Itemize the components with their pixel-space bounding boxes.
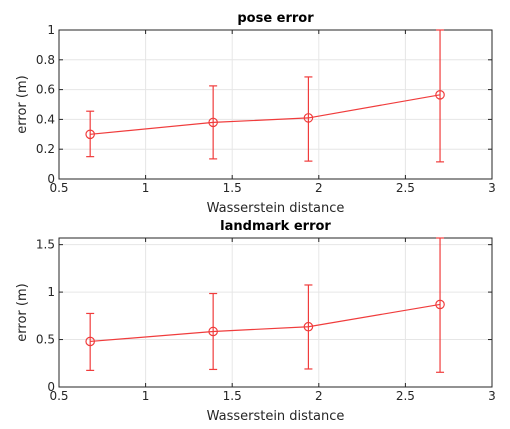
landmark-error-point xyxy=(303,321,314,332)
landmark-error-point xyxy=(85,336,95,347)
pose-error-series xyxy=(85,29,445,163)
landmark-error-ytick-label: 0 xyxy=(47,380,55,394)
pose-error-xtick-label: 1.5 xyxy=(223,181,242,195)
pose-error-xtick-label: 0.5 xyxy=(49,181,68,195)
pose-error-ytick-label: 0.4 xyxy=(36,112,55,126)
pose-error-series-line xyxy=(90,94,441,135)
landmark-error-xtick-label: 1 xyxy=(142,389,150,403)
pose-error-xtick-label: 1 xyxy=(142,181,150,195)
pose-error-point xyxy=(208,117,218,128)
landmark-error-xtick-label: 1.5 xyxy=(223,389,242,403)
landmark-error-ytick-label: 0.5 xyxy=(36,333,55,347)
pose-error-ytick-label: 0 xyxy=(47,172,55,186)
pose-error-point xyxy=(303,113,314,123)
landmark-error-point xyxy=(435,299,445,310)
pose-error-title: pose error xyxy=(237,11,314,26)
landmark-error-xtick-label: 0.5 xyxy=(49,389,68,403)
pose-error-grid xyxy=(58,29,493,180)
landmark-error-series xyxy=(85,237,445,373)
landmark-error-xtick-label: 2 xyxy=(315,389,323,403)
landmark-error-title: landmark error xyxy=(220,219,331,234)
pose-error-point xyxy=(435,90,445,100)
landmark-error-xtick-label: 2.5 xyxy=(396,389,415,403)
landmark-error-axes: 0.5 1 1.5 2 2.5 300.511.5 landmark error Wass… xyxy=(15,219,496,424)
pose-error-ylabel: error (m) xyxy=(15,75,30,133)
landmark-error-ticks: 0.5 1 1.5 2 2.5 300.511.5 xyxy=(36,238,496,403)
landmark-error-point xyxy=(208,326,218,337)
pose-error-ytick-label: 0.8 xyxy=(36,53,55,67)
landmark-error-ylabel: error (m) xyxy=(15,283,30,341)
pose-error-xtick-label: 3 xyxy=(488,181,496,195)
pose-error-ticks: 0.5 1 1.5 2 2.5 3 0 0.2 0.4 0.6 0.8 1 xyxy=(36,23,496,195)
pose-error-point xyxy=(85,129,95,140)
landmark-error-series-line xyxy=(90,303,441,343)
pose-error-xtick-label: 2.5 xyxy=(396,181,415,195)
pose-error-frame xyxy=(58,29,493,180)
pose-error-ytick-label: 0.2 xyxy=(36,142,55,156)
pose-error-ytick-label: 0.6 xyxy=(36,83,55,97)
pose-error-axes: 0.5 1 1.5 2 2.5 3 0 0.2 0.4 0.6 0.8 1 pose error Wa… xyxy=(15,11,496,216)
landmark-error-frame xyxy=(58,237,493,388)
landmark-error-ytick-label: 1 xyxy=(47,285,55,299)
landmark-error-grid xyxy=(58,238,493,388)
pose-error-xlabel: Wasserstein distance xyxy=(207,201,345,216)
pose-error-xtick-label: 2 xyxy=(315,181,323,195)
pose-error-ytick-label: 1 xyxy=(47,23,55,37)
landmark-error-ytick-label: 1.5 xyxy=(36,238,55,252)
landmark-error-xtick-label: 3 xyxy=(488,389,496,403)
landmark-error-xlabel: Wasserstein distance xyxy=(207,409,345,424)
